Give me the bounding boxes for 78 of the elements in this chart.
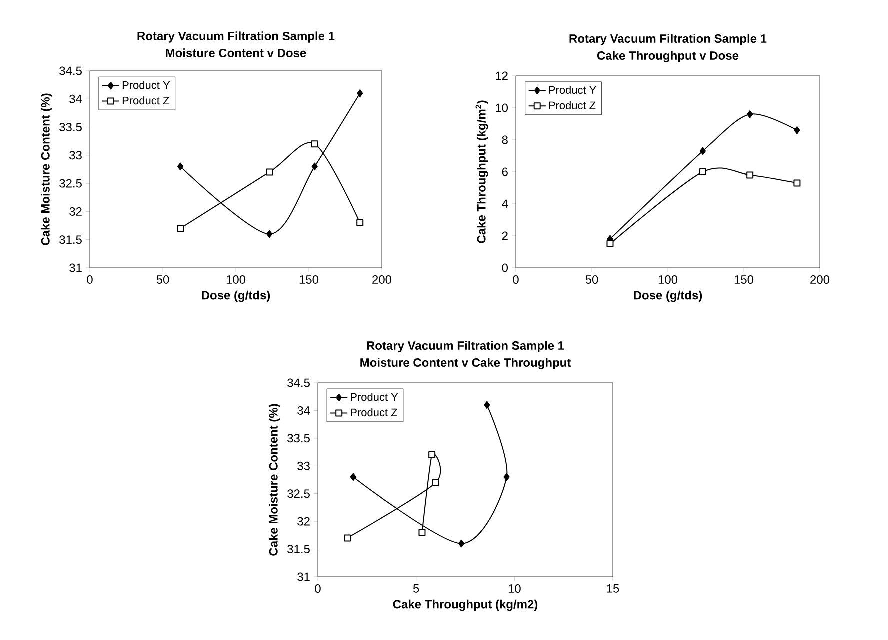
x-tick-label: 200 [810, 276, 830, 284]
y-tick-label: 31 [70, 264, 82, 272]
y-tick-label: 34.5 [288, 378, 310, 388]
point [177, 225, 184, 232]
point [428, 452, 436, 459]
x-tick-label: 0 [315, 584, 321, 594]
x-axis-title: Dose (g/tds) [634, 290, 702, 302]
legend-label: Product Y [122, 81, 170, 90]
y-tick-label: 0 [502, 264, 508, 272]
point [177, 162, 184, 171]
point [700, 147, 706, 156]
x-tick-label: 100 [658, 276, 678, 284]
y-tick-label: 33.5 [60, 123, 82, 132]
chart-subtitle: Moisture Content v Cake Throughput [360, 358, 572, 370]
point [312, 162, 318, 171]
x-axis-title: Cake Throughput (kg/m2) [393, 600, 538, 612]
x-tick-label: 150 [734, 276, 754, 284]
x-tick-label: 50 [586, 276, 598, 284]
chart-title: Rotary Vacuum Filtration Sample 1 [138, 32, 335, 43]
y-tick-label: 34 [298, 406, 310, 415]
y-tick-label: 33 [298, 462, 310, 470]
y-tick-label: 4 [502, 200, 508, 208]
x-tick-label: 10 [508, 584, 521, 594]
chart-title: Rotary Vacuum Filtration Sample 1 [367, 341, 564, 352]
point [504, 473, 510, 482]
y-tick-label: 33 [70, 151, 82, 160]
point [484, 401, 490, 410]
y-tick-label: 32.5 [60, 179, 82, 188]
y-axis-title: Cake Moisture Content (%) [269, 404, 280, 556]
legend-label: Product Y [351, 393, 398, 402]
y-axis-title: Cake Throughput (kg/m$^{2}$) [476, 100, 488, 244]
y-tick-label: 31.5 [288, 545, 310, 554]
chart-subtitle: Cake Throughput v Dose [597, 51, 739, 62]
point [418, 529, 426, 536]
x-tick-label: 150 [300, 276, 319, 284]
y-tick-label: 34 [70, 94, 82, 104]
x-tick-label: 15 [607, 584, 620, 593]
point [794, 180, 801, 187]
y-tick-label: 31 [298, 572, 310, 582]
legend-label: Product Z [122, 96, 170, 105]
x-tick-label: 200 [372, 276, 392, 284]
y-tick-label: 10 [496, 104, 508, 112]
point [311, 140, 318, 148]
point [746, 172, 754, 179]
y-tick-label: 6 [502, 168, 508, 176]
legend-label: Product Y [549, 86, 596, 94]
y-axis-title: Cake Moisture Content (%) [41, 94, 52, 246]
x-tick-label: 5 [413, 584, 420, 593]
point [356, 219, 364, 226]
legend-label: Product Z [549, 101, 596, 110]
point [794, 126, 800, 134]
y-tick-label: 33.5 [288, 434, 310, 443]
point [344, 534, 352, 542]
y-tick-label: 32.5 [288, 490, 310, 498]
point [350, 473, 356, 482]
y-tick-label: 31.5 [60, 236, 82, 244]
y-tick-label: 32 [298, 517, 310, 526]
x-tick-label: 100 [226, 276, 246, 284]
y-tick-label: 12 [496, 72, 508, 80]
point [606, 240, 614, 248]
y-tick-label: 2 [502, 232, 508, 240]
chart-subtitle: Moisture Content v Dose [166, 48, 306, 58]
y-tick-label: 32 [70, 207, 82, 216]
x-tick-label: 0 [513, 276, 519, 284]
point [699, 168, 706, 176]
point [458, 540, 465, 548]
chart-title: Rotary Vacuum Filtration Sample 1 [570, 34, 767, 46]
point [266, 230, 273, 238]
y-tick-label: 8 [502, 136, 508, 144]
x-tick-label: 50 [156, 276, 170, 284]
point [432, 479, 440, 486]
x-tick-label: 0 [87, 276, 93, 284]
legend-label: Product Z [351, 408, 398, 417]
point [357, 90, 364, 98]
point [747, 110, 754, 118]
x-axis-title: Dose (g/tds) [202, 290, 270, 302]
y-tick-label: 34.5 [60, 66, 82, 76]
point [266, 168, 274, 176]
